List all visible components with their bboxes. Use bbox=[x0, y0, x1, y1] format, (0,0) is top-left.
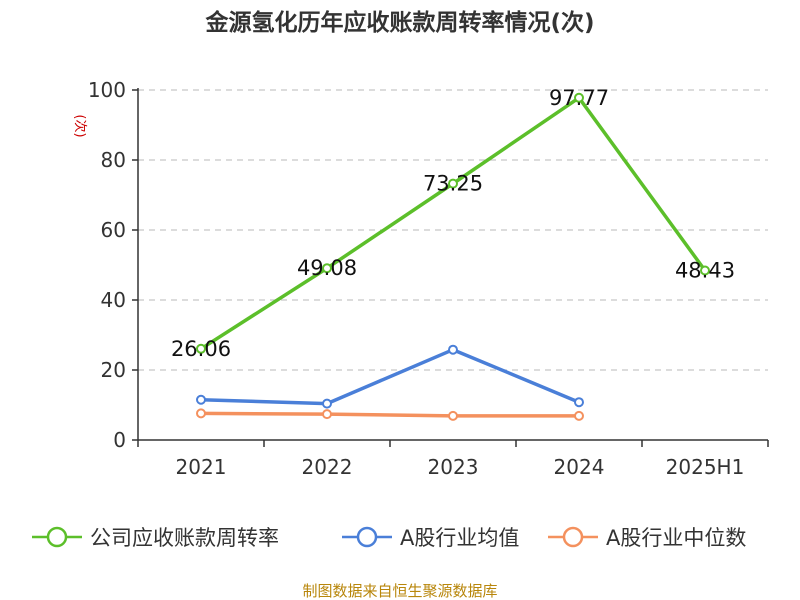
y-tick-label: 40 bbox=[101, 288, 126, 312]
data-point bbox=[322, 398, 332, 409]
legend-swatch-marker bbox=[46, 526, 68, 548]
data-point bbox=[448, 410, 458, 421]
data-point bbox=[574, 410, 584, 421]
data-point bbox=[196, 408, 206, 419]
chart-title: 金源氢化历年应收账款周转率情况(次) bbox=[204, 9, 594, 36]
y-tick-label: 60 bbox=[101, 218, 126, 242]
data-point bbox=[700, 265, 710, 276]
legend-label: A股行业中位数 bbox=[606, 526, 746, 550]
legend-swatch-marker bbox=[356, 526, 378, 548]
source-note: 制图数据来自恒生聚源数据库 bbox=[302, 582, 497, 600]
data-label: 49.08 bbox=[297, 256, 357, 280]
y-tick-label: 100 bbox=[88, 78, 126, 102]
data-point bbox=[574, 92, 584, 103]
data-label: 48.43 bbox=[675, 258, 735, 282]
y-tick-label: 20 bbox=[101, 358, 126, 382]
data-label: 26.06 bbox=[171, 337, 231, 361]
data-point bbox=[196, 343, 206, 354]
legend-label: 公司应收账款周转率 bbox=[90, 526, 279, 550]
data-point bbox=[196, 394, 206, 405]
gridlines bbox=[138, 89, 768, 371]
data-label: 97.77 bbox=[549, 86, 609, 110]
data-point bbox=[448, 178, 458, 189]
x-tick-label: 2024 bbox=[554, 455, 605, 479]
data-label: 73.25 bbox=[423, 172, 483, 196]
x-tick-label: 2025H1 bbox=[666, 455, 745, 479]
data-point bbox=[448, 344, 458, 355]
x-tick-label: 2023 bbox=[428, 455, 479, 479]
series-line bbox=[200, 347, 580, 406]
y-axis-label: (次) bbox=[72, 114, 88, 137]
legend-swatch-marker bbox=[562, 526, 584, 548]
legend: 公司应收账款周转率 A股行业均值 A股行业中位数 bbox=[32, 526, 746, 550]
series-layer bbox=[196, 92, 710, 421]
data-labels: 26.06 49.08 73.25 97.77 48.43 bbox=[171, 86, 735, 361]
data-point bbox=[322, 409, 332, 420]
series-line bbox=[200, 96, 707, 351]
axes: 0 20 40 60 80 100 2021 2022 2023 2024 2025H1 bbox=[88, 78, 769, 479]
x-tick-label: 2021 bbox=[176, 455, 227, 479]
legend-label: A股行业均值 bbox=[400, 526, 519, 550]
y-tick-label: 80 bbox=[101, 148, 126, 172]
data-point bbox=[322, 263, 332, 274]
y-tick-label: 0 bbox=[113, 428, 126, 452]
x-tick-label: 2022 bbox=[302, 455, 353, 479]
data-point bbox=[574, 397, 584, 408]
series-line bbox=[200, 411, 579, 418]
